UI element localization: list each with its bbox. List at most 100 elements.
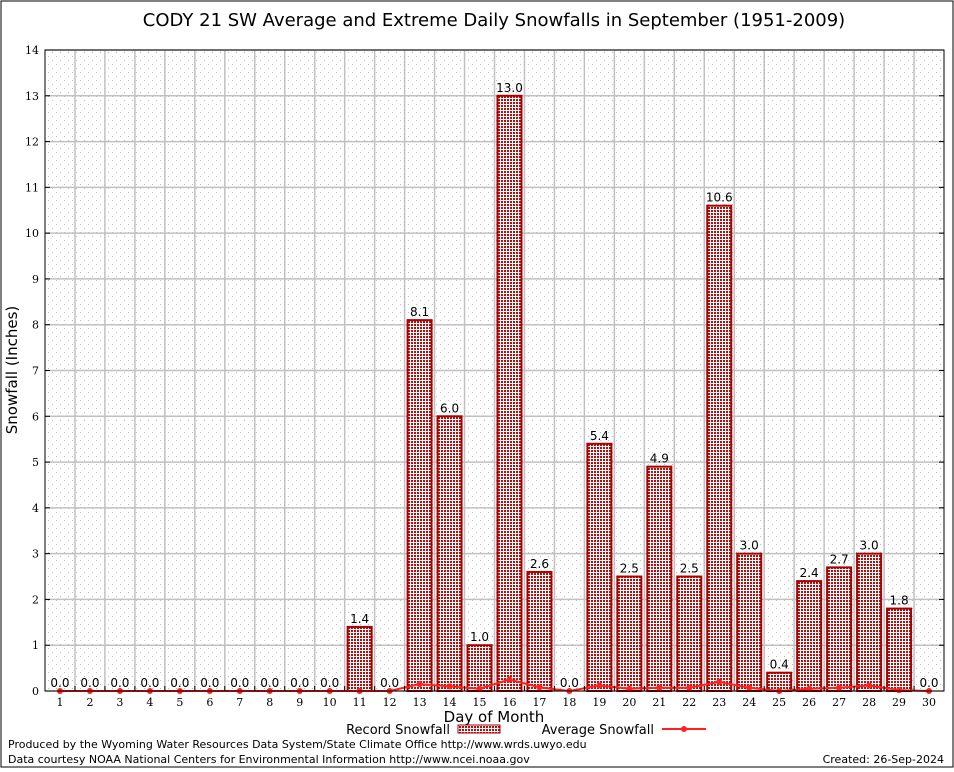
legend-average-label: Average Snowfall <box>542 723 654 738</box>
bar-value-label: 2.7 <box>830 552 849 566</box>
x-tick-label: 3 <box>116 696 123 709</box>
chart-title: CODY 21 SW Average and Extreme Daily Sno… <box>143 10 845 31</box>
bar-value-label: 0.0 <box>110 676 129 690</box>
x-tick-label: 8 <box>266 696 273 709</box>
x-tick-label: 12 <box>383 696 397 709</box>
bar-value-label: 3.0 <box>740 539 759 553</box>
y-tick-label: 11 <box>25 181 39 194</box>
bar-value-label: 5.4 <box>590 429 609 443</box>
record-bar <box>886 607 913 692</box>
record-bar <box>436 415 463 692</box>
record-bar <box>706 204 733 693</box>
x-tick-label: 25 <box>772 696 786 709</box>
bar-value-label: 0.4 <box>770 658 789 672</box>
y-tick-label: 10 <box>25 227 39 240</box>
average-point <box>866 682 873 689</box>
average-point <box>506 676 513 683</box>
x-tick-label: 29 <box>892 696 906 709</box>
average-point <box>716 678 723 685</box>
x-tick-label: 15 <box>473 696 487 709</box>
x-tick-label: 13 <box>413 696 427 709</box>
x-tick-label: 5 <box>176 696 183 709</box>
bar-value-label: 8.1 <box>410 305 429 319</box>
x-tick-label: 21 <box>652 696 666 709</box>
record-bar <box>406 319 433 692</box>
x-tick-label: 6 <box>206 696 213 709</box>
average-point <box>746 684 753 691</box>
bar-value-label: 6.0 <box>440 401 459 415</box>
bar-value-label: 0.0 <box>50 676 69 690</box>
record-bar <box>526 570 553 693</box>
record-bar <box>676 575 703 692</box>
x-tick-label: 10 <box>323 696 337 709</box>
bar-value-label: 0.0 <box>919 676 938 690</box>
bar-value-label: 10.6 <box>706 191 733 205</box>
x-tick-label: 2 <box>86 696 93 709</box>
footer-produced-by: Produced by the Wyoming Water Resources … <box>8 738 587 751</box>
average-point <box>656 684 663 691</box>
y-tick-label: 7 <box>32 365 39 378</box>
y-tick-label: 4 <box>32 502 39 515</box>
bar-value-label: 4.9 <box>650 452 669 466</box>
bar-value-label: 0.0 <box>230 676 249 690</box>
record-bar <box>586 442 613 692</box>
y-tick-label: 13 <box>25 90 39 103</box>
average-point <box>836 684 843 691</box>
x-tick-label: 16 <box>502 696 516 709</box>
bar-value-label: 0.0 <box>290 676 309 690</box>
y-tick-label: 8 <box>32 319 39 332</box>
average-point <box>686 684 693 691</box>
y-tick-label: 9 <box>32 273 39 286</box>
bar-value-label: 1.0 <box>470 630 489 644</box>
record-bar <box>616 575 643 692</box>
average-point <box>896 687 903 694</box>
x-tick-label: 24 <box>742 696 756 709</box>
bar-value-label: 13.0 <box>496 81 523 95</box>
average-point <box>596 682 603 689</box>
y-tick-label: 2 <box>32 593 39 606</box>
bar-value-label: 2.4 <box>800 566 819 580</box>
average-point <box>446 683 453 690</box>
average-point <box>536 684 543 691</box>
x-tick-label: 27 <box>832 696 846 709</box>
x-tick-label: 23 <box>712 696 726 709</box>
bar-value-label: 0.0 <box>200 676 219 690</box>
y-tick-label: 0 <box>32 685 39 698</box>
x-tick-label: 9 <box>296 696 303 709</box>
bar-value-label: 2.5 <box>680 562 699 576</box>
x-tick-label: 18 <box>562 696 576 709</box>
bar-value-label: 0.0 <box>560 676 579 690</box>
bar-value-label: 0.0 <box>80 676 99 690</box>
y-tick-label: 6 <box>32 410 39 423</box>
y-tick-label: 3 <box>32 548 39 561</box>
x-tick-label: 26 <box>802 696 816 709</box>
bar-value-label: 0.0 <box>140 676 159 690</box>
x-tick-label: 22 <box>682 696 696 709</box>
record-bar <box>346 625 373 693</box>
y-tick-label: 12 <box>25 136 39 149</box>
legend-record-label: Record Snowfall <box>346 723 450 738</box>
y-tick-label: 5 <box>32 456 39 469</box>
footer-courtesy: Data courtesy NOAA National Centers for … <box>8 753 530 766</box>
x-tick-label: 19 <box>592 696 606 709</box>
footer-created: Created: 26-Sep-2024 <box>823 753 944 766</box>
bar-value-label: 0.0 <box>260 676 279 690</box>
average-point <box>626 685 633 692</box>
average-point <box>416 681 423 688</box>
x-tick-label: 11 <box>353 696 367 709</box>
bar-value-label: 0.0 <box>380 676 399 690</box>
record-bar <box>796 580 823 692</box>
legend-record-swatch <box>457 724 501 734</box>
record-bar <box>646 465 673 692</box>
record-bar <box>496 94 523 693</box>
bar-value-label: 2.6 <box>530 557 549 571</box>
bar-value-label: 1.4 <box>350 612 369 626</box>
x-tick-label: 17 <box>532 696 546 709</box>
record-bar <box>826 566 853 693</box>
x-tick-label: 4 <box>146 696 153 709</box>
x-tick-label: 20 <box>622 696 636 709</box>
y-axis-label: Snowfall (Inches) <box>3 306 21 434</box>
bar-value-label: 3.0 <box>860 539 879 553</box>
